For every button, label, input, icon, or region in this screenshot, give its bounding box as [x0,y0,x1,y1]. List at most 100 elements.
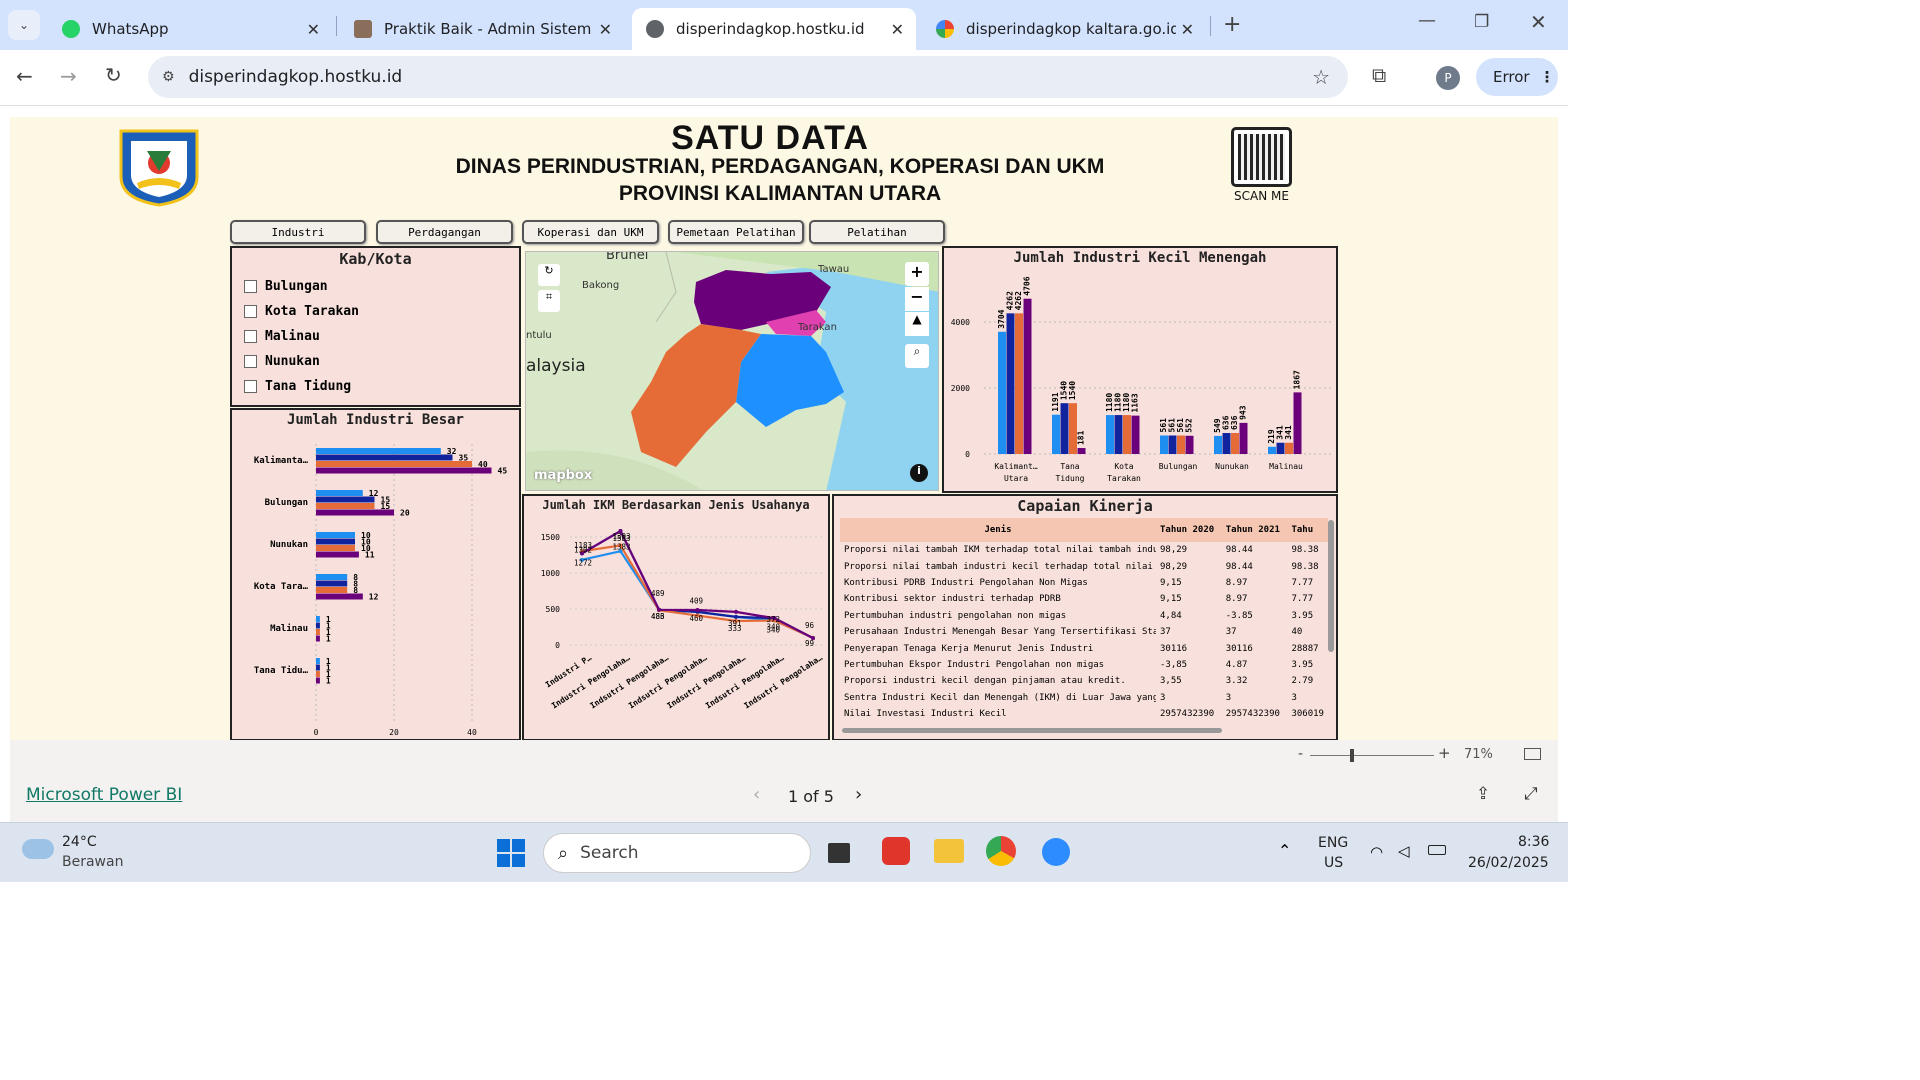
slicer-item-tana-tidung[interactable]: Tana Tidung [232,374,519,399]
checkbox[interactable] [244,305,257,318]
reload-button[interactable]: ↻ [105,63,122,87]
zoom-out-minus[interactable]: - [1298,746,1304,762]
table-row[interactable]: Pertumbuhan industri pengolahan non miga… [840,608,1328,624]
nav-pelatihan-button[interactable]: Pelatihan [809,220,945,244]
table-row[interactable]: Kontribusi sektor industri terhadap PDRB… [840,591,1328,607]
slicer-item-bulungan[interactable]: Bulungan [232,274,519,299]
bar [1023,298,1032,454]
close-tab-icon[interactable]: ✕ [598,19,612,39]
wps-icon[interactable] [882,837,910,865]
zoom-out-button[interactable]: − [905,287,929,311]
extensions-icon[interactable]: ⧉ [1372,63,1387,87]
file-explorer-icon[interactable] [934,839,964,863]
tray-chevron-icon[interactable]: ⌃ [1278,841,1292,860]
table-row[interactable]: Penyerapan Tenaga Kerja Menurut Jenis In… [840,640,1328,656]
table-row[interactable]: Proporsi industri kecil dengan pinjaman … [840,673,1328,689]
address-bar[interactable]: ⚙ disperindagkop.hostku.id ☆ [148,56,1348,98]
nav-industri-button[interactable]: Industri [230,220,366,244]
clock-time[interactable]: 8:36 [1518,834,1550,850]
table-row[interactable]: Proporsi nilai tambah industri kecil ter… [840,558,1328,574]
zoom-in-plus[interactable]: + [1438,744,1451,762]
close-tab-icon[interactable]: ✕ [1180,19,1194,39]
bookmark-star-icon[interactable]: ☆ [1312,65,1330,89]
category-label: Tarakan [1107,474,1141,483]
col-header-jenis[interactable]: Jenis [840,518,1156,542]
close-window-button[interactable]: ✕ [1530,10,1547,34]
volume-icon[interactable]: ◁ [1398,842,1410,860]
share-icon[interactable]: ⇪ [1476,784,1491,804]
table-row[interactable]: Proporsi nilai tambah IKM terhadap total… [840,542,1328,558]
zoom-slider-thumb[interactable] [1350,749,1354,762]
zoom-app-icon[interactable] [1042,838,1070,866]
tab-whatsapp[interactable]: WhatsApp ✕ [48,8,332,50]
nav-perdagangan-button[interactable]: Perdagangan [376,220,513,244]
col-header-next[interactable]: Tahu [1287,518,1328,542]
restore-button[interactable]: ❐ [1474,12,1490,32]
table-row[interactable]: Perusahaan Industri Menengah Besar Yang … [840,624,1328,640]
col-header-2021[interactable]: Tahun 2021 [1221,518,1288,542]
error-button[interactable]: Error ⋮ [1476,58,1558,96]
google-icon [936,20,954,38]
nav-koperasi-button[interactable]: Koperasi dan UKM [522,220,659,244]
close-tab-icon[interactable]: ✕ [890,19,904,39]
zoom-search-icon[interactable]: ⌕ [905,344,929,368]
next-page-button[interactable]: › [855,784,863,805]
checkbox[interactable] [244,330,257,343]
checkbox[interactable] [244,280,257,293]
slicer-item-nunukan[interactable]: Nunukan [232,349,519,374]
kaltara-logo [117,127,201,207]
tab-praktik-baik[interactable]: Praktik Baik - Admin Sistem Info ✕ [340,8,624,50]
tab-google-search[interactable]: disperindagkop kaltara.go.id - P ✕ [922,8,1206,50]
chrome-icon[interactable] [986,836,1016,866]
col-header-2020[interactable]: Tahun 2020 [1156,518,1222,542]
data-label: 489 [651,589,665,598]
table-cell: 3.32 [1225,676,1248,687]
close-tab-icon[interactable]: ✕ [306,19,320,39]
table-row[interactable]: Sentra Industri Kecil dan Menengah (IKM)… [840,690,1328,706]
nav-pemetaan-button[interactable]: Pemetaan Pelatihan [668,220,804,244]
region-map[interactable]: Brunei Bakong Tawau Tarakan ntulu alaysi… [525,251,939,491]
qr-code[interactable] [1231,127,1292,187]
tab-search-button[interactable]: ⌄ [8,10,40,40]
back-button[interactable]: ← [16,64,33,88]
table-horizontal-scrollbar[interactable] [842,728,1222,733]
wifi-icon[interactable]: ◠ [1370,843,1384,861]
fit-page-icon[interactable] [1524,748,1541,760]
profile-avatar[interactable]: P [1436,66,1460,90]
battery-icon[interactable] [1428,845,1446,855]
reset-view-icon[interactable]: ↻ [538,264,560,286]
fullscreen-icon[interactable]: ⤢ [1524,784,1538,804]
slicer-title: Kab/Kota [339,250,412,268]
select-area-icon[interactable]: ⌗ [538,290,560,312]
prev-page-button[interactable]: ‹ [753,784,761,805]
industri-besar-chart[interactable]: 0 20 40Kalimanta…32354045Bulungan12151520N… [232,430,519,738]
powerbi-link[interactable]: Microsoft Power BI [26,785,183,805]
table-row[interactable]: Pertumbuhan Ekspor Industri Pengolahan n… [840,657,1328,673]
data-point [811,636,815,641]
start-button[interactable] [497,839,525,867]
table-row[interactable]: Nilai Investasi Industri Kecil 2957432390… [840,706,1328,722]
tab-disperindagkop[interactable]: disperindagkop.hostku.id ✕ [632,8,916,50]
info-icon[interactable]: i [910,464,928,482]
jenis-usaha-line-chart[interactable]: 2000150010005000118313034864603913409912… [524,513,828,739]
table-vertical-scrollbar[interactable] [1328,520,1334,652]
slicer-item-kota-tarakan[interactable]: Kota Tarakan [232,299,519,324]
site-info-icon[interactable]: ⚙ [162,69,175,85]
minimize-button[interactable]: — [1418,10,1436,31]
taskbar-search[interactable]: ⌕ Search [543,833,811,873]
checkbox[interactable] [244,355,257,368]
new-tab-button[interactable]: + [1223,12,1242,37]
table-cell: 98,29 [1160,545,1188,556]
slicer-item-malinau[interactable]: Malinau [232,324,519,349]
zoom-slider[interactable] [1310,749,1434,762]
compass-icon[interactable]: ▲ [905,312,929,336]
table-row[interactable]: Kontribusi PDRB Industri Pengolahan Non … [840,575,1328,591]
forward-button[interactable]: → [60,64,77,88]
task-view-icon[interactable] [828,843,850,863]
zoom-in-button[interactable]: + [905,262,929,286]
bar [316,545,355,551]
weather-cloud-icon[interactable] [22,839,54,859]
checkbox[interactable] [244,380,257,393]
lang-eng[interactable]: ENG [1318,835,1349,851]
